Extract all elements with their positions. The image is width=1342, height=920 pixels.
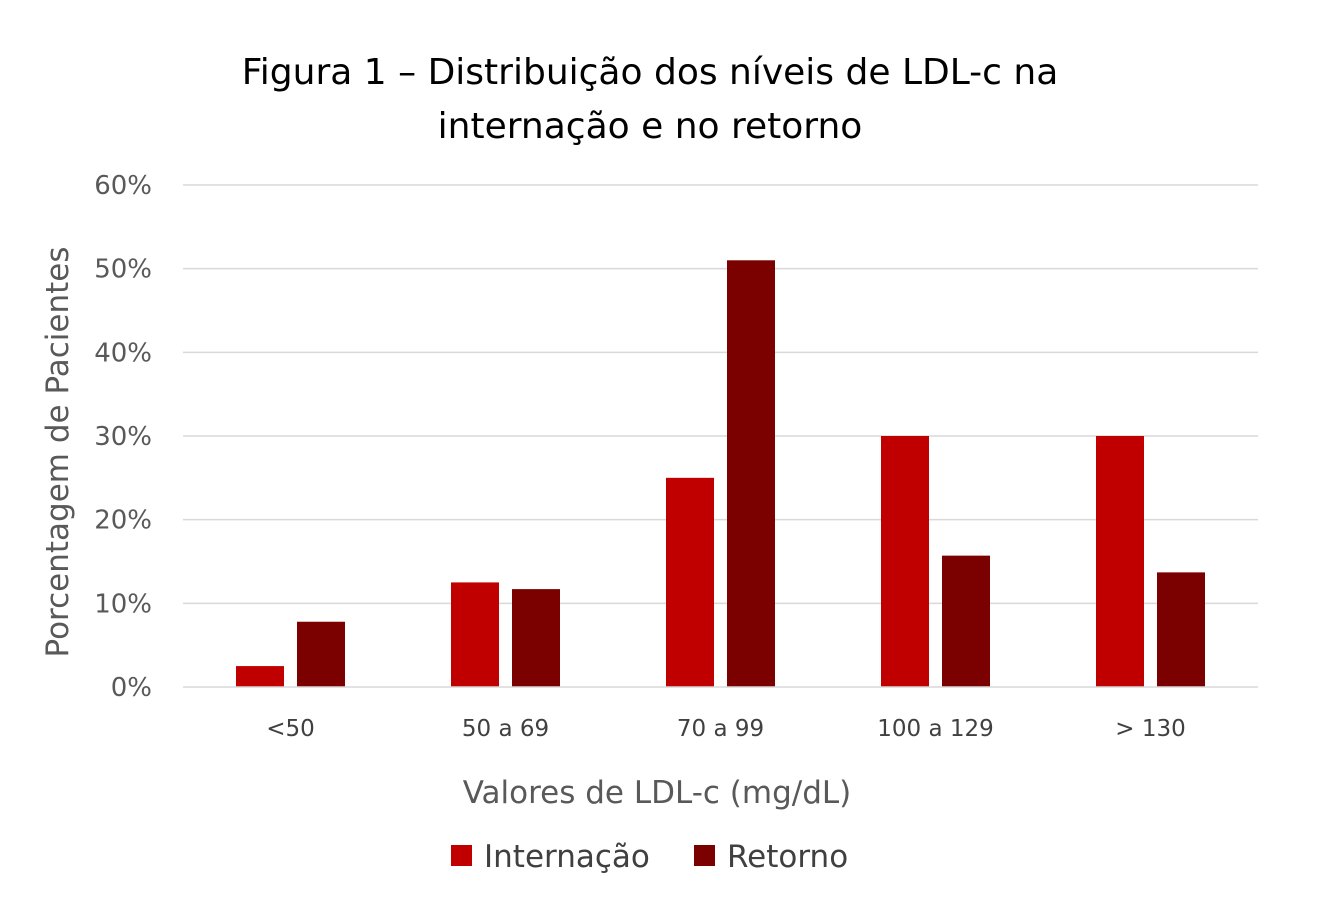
x-tick-label: 50 a 69 xyxy=(462,716,549,742)
x-axis-label: Valores de LDL-c (mg/dL) xyxy=(463,775,852,811)
bar-retorno-2 xyxy=(727,260,775,687)
y-tick-label: 10% xyxy=(94,589,152,619)
legend: Internação Retorno xyxy=(451,839,848,875)
y-tick-label: 50% xyxy=(94,255,152,285)
y-tick-label: 0% xyxy=(111,673,152,703)
bars xyxy=(236,260,1205,687)
legend-label-internacao: Internação xyxy=(484,839,650,875)
x-tick-label: 70 a 99 xyxy=(677,716,764,742)
x-tick-label: > 130 xyxy=(1115,716,1185,742)
bar-internacao-4 xyxy=(1096,436,1144,687)
bar-internacao-2 xyxy=(666,477,714,687)
bar-retorno-4 xyxy=(1157,572,1205,687)
y-tick-label: 30% xyxy=(94,422,152,452)
legend-swatch-internacao xyxy=(451,845,472,866)
chart-title: Figura 1 – Distribuição dos níveis de LD… xyxy=(242,52,1059,147)
legend-swatch-retorno xyxy=(694,845,715,866)
bar-internacao-0 xyxy=(236,666,284,687)
chart-title-line-2: internação e no retorno xyxy=(438,106,863,147)
legend-label-retorno: Retorno xyxy=(727,839,848,875)
y-tick-label: 20% xyxy=(94,506,152,536)
bar-retorno-1 xyxy=(512,589,560,687)
x-tick-label: <50 xyxy=(266,716,315,742)
bar-retorno-3 xyxy=(942,555,990,687)
x-axis-ticks: <50 50 a 69 70 a 99 100 a 129 > 130 xyxy=(266,716,1186,742)
y-tick-label: 60% xyxy=(94,171,152,201)
y-axis-ticks: 0% 10% 20% 30% 40% 50% 60% xyxy=(94,171,152,703)
bar-retorno-0 xyxy=(297,621,345,687)
x-tick-label: 100 a 129 xyxy=(877,716,994,742)
bar-internacao-3 xyxy=(881,436,929,687)
y-axis-label: Porcentagem de Pacientes xyxy=(40,247,76,658)
bar-internacao-1 xyxy=(451,582,499,687)
y-tick-label: 40% xyxy=(94,338,152,368)
chart-title-line-1: Figura 1 – Distribuição dos níveis de LD… xyxy=(242,52,1059,93)
gridlines xyxy=(183,184,1258,605)
